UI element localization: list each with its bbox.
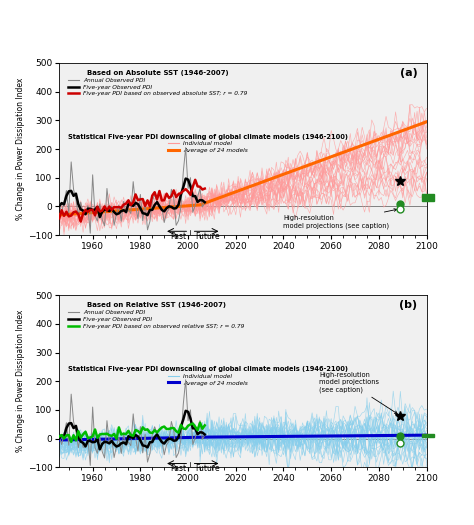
Bar: [422, 194, 434, 201]
Text: Past: Past: [171, 464, 187, 473]
Text: (a): (a): [400, 68, 418, 78]
Legend: Individual model, Average of 24 models: Individual model, Average of 24 models: [66, 131, 350, 155]
Text: High-resolution
model projections (see caption): High-resolution model projections (see c…: [283, 208, 397, 229]
Text: Future: Future: [195, 232, 219, 240]
Text: High-resolution
model projections
(see caption): High-resolution model projections (see c…: [319, 372, 397, 414]
Text: Future: Future: [195, 464, 219, 473]
Text: (b): (b): [399, 300, 418, 310]
Y-axis label: % Change in Power Dissipation Index: % Change in Power Dissipation Index: [16, 310, 25, 453]
Bar: [422, 434, 434, 437]
Y-axis label: % Change in Power Dissipation Index: % Change in Power Dissipation Index: [16, 78, 25, 220]
Text: Past: Past: [171, 232, 187, 240]
Legend: Individual model, Average of 24 models: Individual model, Average of 24 models: [66, 363, 350, 388]
